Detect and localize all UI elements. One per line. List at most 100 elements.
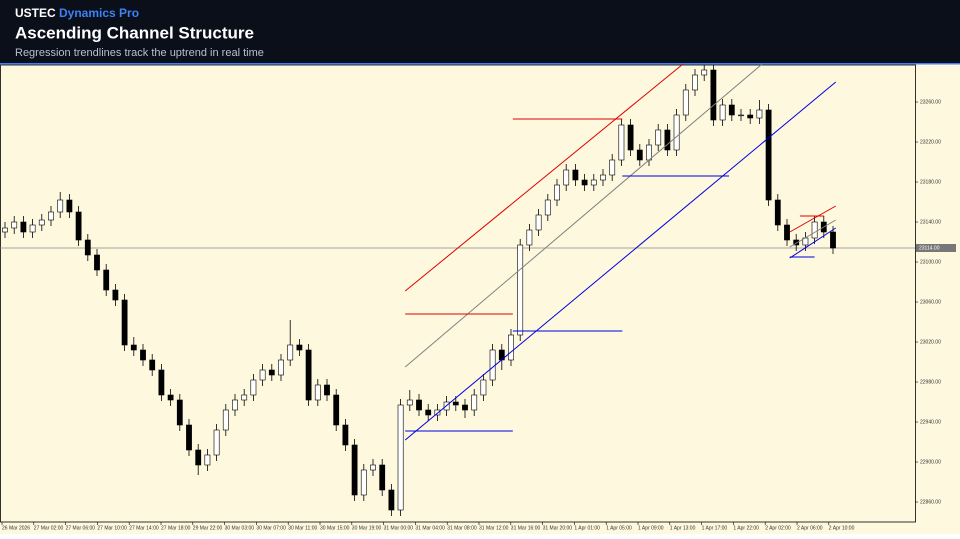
candle-body bbox=[112, 289, 119, 301]
candle-body bbox=[406, 399, 413, 406]
candle-body bbox=[811, 221, 818, 239]
x-tick-label: 30 Mar 11:00 bbox=[288, 525, 317, 531]
plot-frame bbox=[0, 64, 916, 523]
candle-body bbox=[66, 199, 73, 213]
candle-body bbox=[728, 104, 735, 116]
candle-body bbox=[278, 359, 284, 376]
brand: USTEC Dynamics Pro bbox=[15, 6, 139, 20]
x-tick-label: 30 Mar 03:00 bbox=[225, 525, 255, 531]
candle-body bbox=[121, 299, 128, 346]
candle-body bbox=[360, 469, 367, 496]
candle-body bbox=[517, 244, 524, 336]
header-rule bbox=[0, 63, 960, 65]
y-tick-label: 23140.00 bbox=[920, 219, 941, 225]
y-tick-label: 23220.00 bbox=[920, 139, 941, 145]
candle-body bbox=[673, 114, 680, 151]
candle-body bbox=[94, 254, 100, 271]
candle-body bbox=[489, 349, 496, 381]
trendline bbox=[404, 81, 837, 441]
y-tick-label: 23060.00 bbox=[920, 299, 941, 305]
candle-body bbox=[232, 399, 238, 411]
y-tick-label: 23180.00 bbox=[920, 179, 941, 185]
candle-body bbox=[563, 169, 570, 186]
candle-body bbox=[554, 184, 560, 201]
x-tick-label: 30 Mar 07:00 bbox=[256, 525, 286, 531]
candle-body bbox=[29, 224, 36, 233]
x-tick-label: 2 Apr 10:00 bbox=[829, 525, 855, 531]
y-tick-label: 22860.00 bbox=[920, 499, 941, 505]
x-tick-label: 31 Mar 08:00 bbox=[447, 525, 477, 531]
x-tick-label: 1 Apr 17:00 bbox=[702, 525, 728, 531]
candle-body bbox=[149, 359, 156, 371]
candle-body bbox=[11, 221, 18, 229]
x-tick-label: 26 Mar 2026 bbox=[2, 525, 30, 531]
candle-body bbox=[655, 129, 662, 146]
candle-body bbox=[701, 69, 708, 76]
candle-body bbox=[471, 394, 478, 411]
candle-body bbox=[324, 384, 330, 396]
x-tick-label: 31 Mar 12:00 bbox=[479, 525, 509, 531]
candle-body bbox=[186, 424, 192, 451]
y-tick-label: 22940.00 bbox=[920, 419, 941, 425]
trendline bbox=[789, 219, 837, 248]
candle-body bbox=[75, 211, 82, 241]
candle-body bbox=[259, 369, 266, 381]
x-tick-label: 2 Apr 02:00 bbox=[765, 525, 791, 531]
y-tick-label: 22900.00 bbox=[920, 459, 941, 465]
candle-body bbox=[590, 179, 597, 186]
candle-body bbox=[416, 399, 422, 411]
candle-body bbox=[176, 399, 183, 426]
candle-body bbox=[692, 74, 698, 91]
candle-body bbox=[830, 231, 836, 249]
candle-body bbox=[222, 409, 229, 431]
candle-body bbox=[618, 124, 625, 161]
candle-body bbox=[204, 454, 211, 466]
candle-body bbox=[738, 114, 744, 117]
x-tick-label: 2 Apr 06:00 bbox=[797, 525, 823, 531]
trendline bbox=[404, 63, 684, 292]
candle-body bbox=[167, 394, 174, 401]
candle-body bbox=[84, 239, 91, 256]
x-tick-label: 27 Mar 06:00 bbox=[66, 525, 96, 531]
x-tick-label: 27 Mar 10:00 bbox=[97, 525, 127, 531]
candle-body bbox=[508, 334, 514, 361]
candle-body bbox=[103, 269, 110, 291]
trendline bbox=[789, 227, 837, 259]
candle-body bbox=[710, 69, 717, 121]
candle-body bbox=[627, 124, 634, 151]
brand-name: USTEC bbox=[15, 6, 56, 20]
x-tick-label: 1 Apr 05:00 bbox=[606, 525, 632, 531]
x-tick-label: 30 Mar 15:00 bbox=[320, 525, 350, 531]
candle-body bbox=[351, 444, 358, 496]
candle-body bbox=[213, 429, 220, 456]
candle-body bbox=[241, 394, 248, 401]
x-tick-label: 1 Apr 22:00 bbox=[733, 525, 759, 531]
candle-body bbox=[544, 199, 551, 216]
x-tick-label: 31 Mar 16:00 bbox=[511, 525, 541, 531]
candle-body bbox=[397, 404, 404, 511]
candle-body bbox=[600, 174, 606, 181]
candle-body bbox=[526, 229, 533, 246]
candle-body bbox=[756, 109, 763, 119]
candle-body bbox=[747, 114, 754, 119]
trendline bbox=[404, 63, 763, 368]
candle-body bbox=[158, 369, 165, 396]
brand-accent: Dynamics Pro bbox=[59, 6, 139, 20]
candle-body bbox=[774, 199, 781, 226]
chart-title: Ascending Channel Structure bbox=[15, 23, 254, 42]
candle-body bbox=[636, 149, 643, 161]
candle-body bbox=[765, 109, 772, 201]
candle-body bbox=[333, 394, 340, 426]
candle-body bbox=[682, 89, 689, 116]
candle-body bbox=[784, 224, 790, 241]
candle-body bbox=[646, 144, 652, 161]
candle-body bbox=[140, 349, 146, 361]
candle-body bbox=[480, 379, 487, 396]
candle-body bbox=[2, 227, 8, 233]
x-tick-label: 1 Apr 09:00 bbox=[638, 525, 664, 531]
candle-body bbox=[425, 409, 432, 416]
candle-body bbox=[452, 401, 459, 406]
